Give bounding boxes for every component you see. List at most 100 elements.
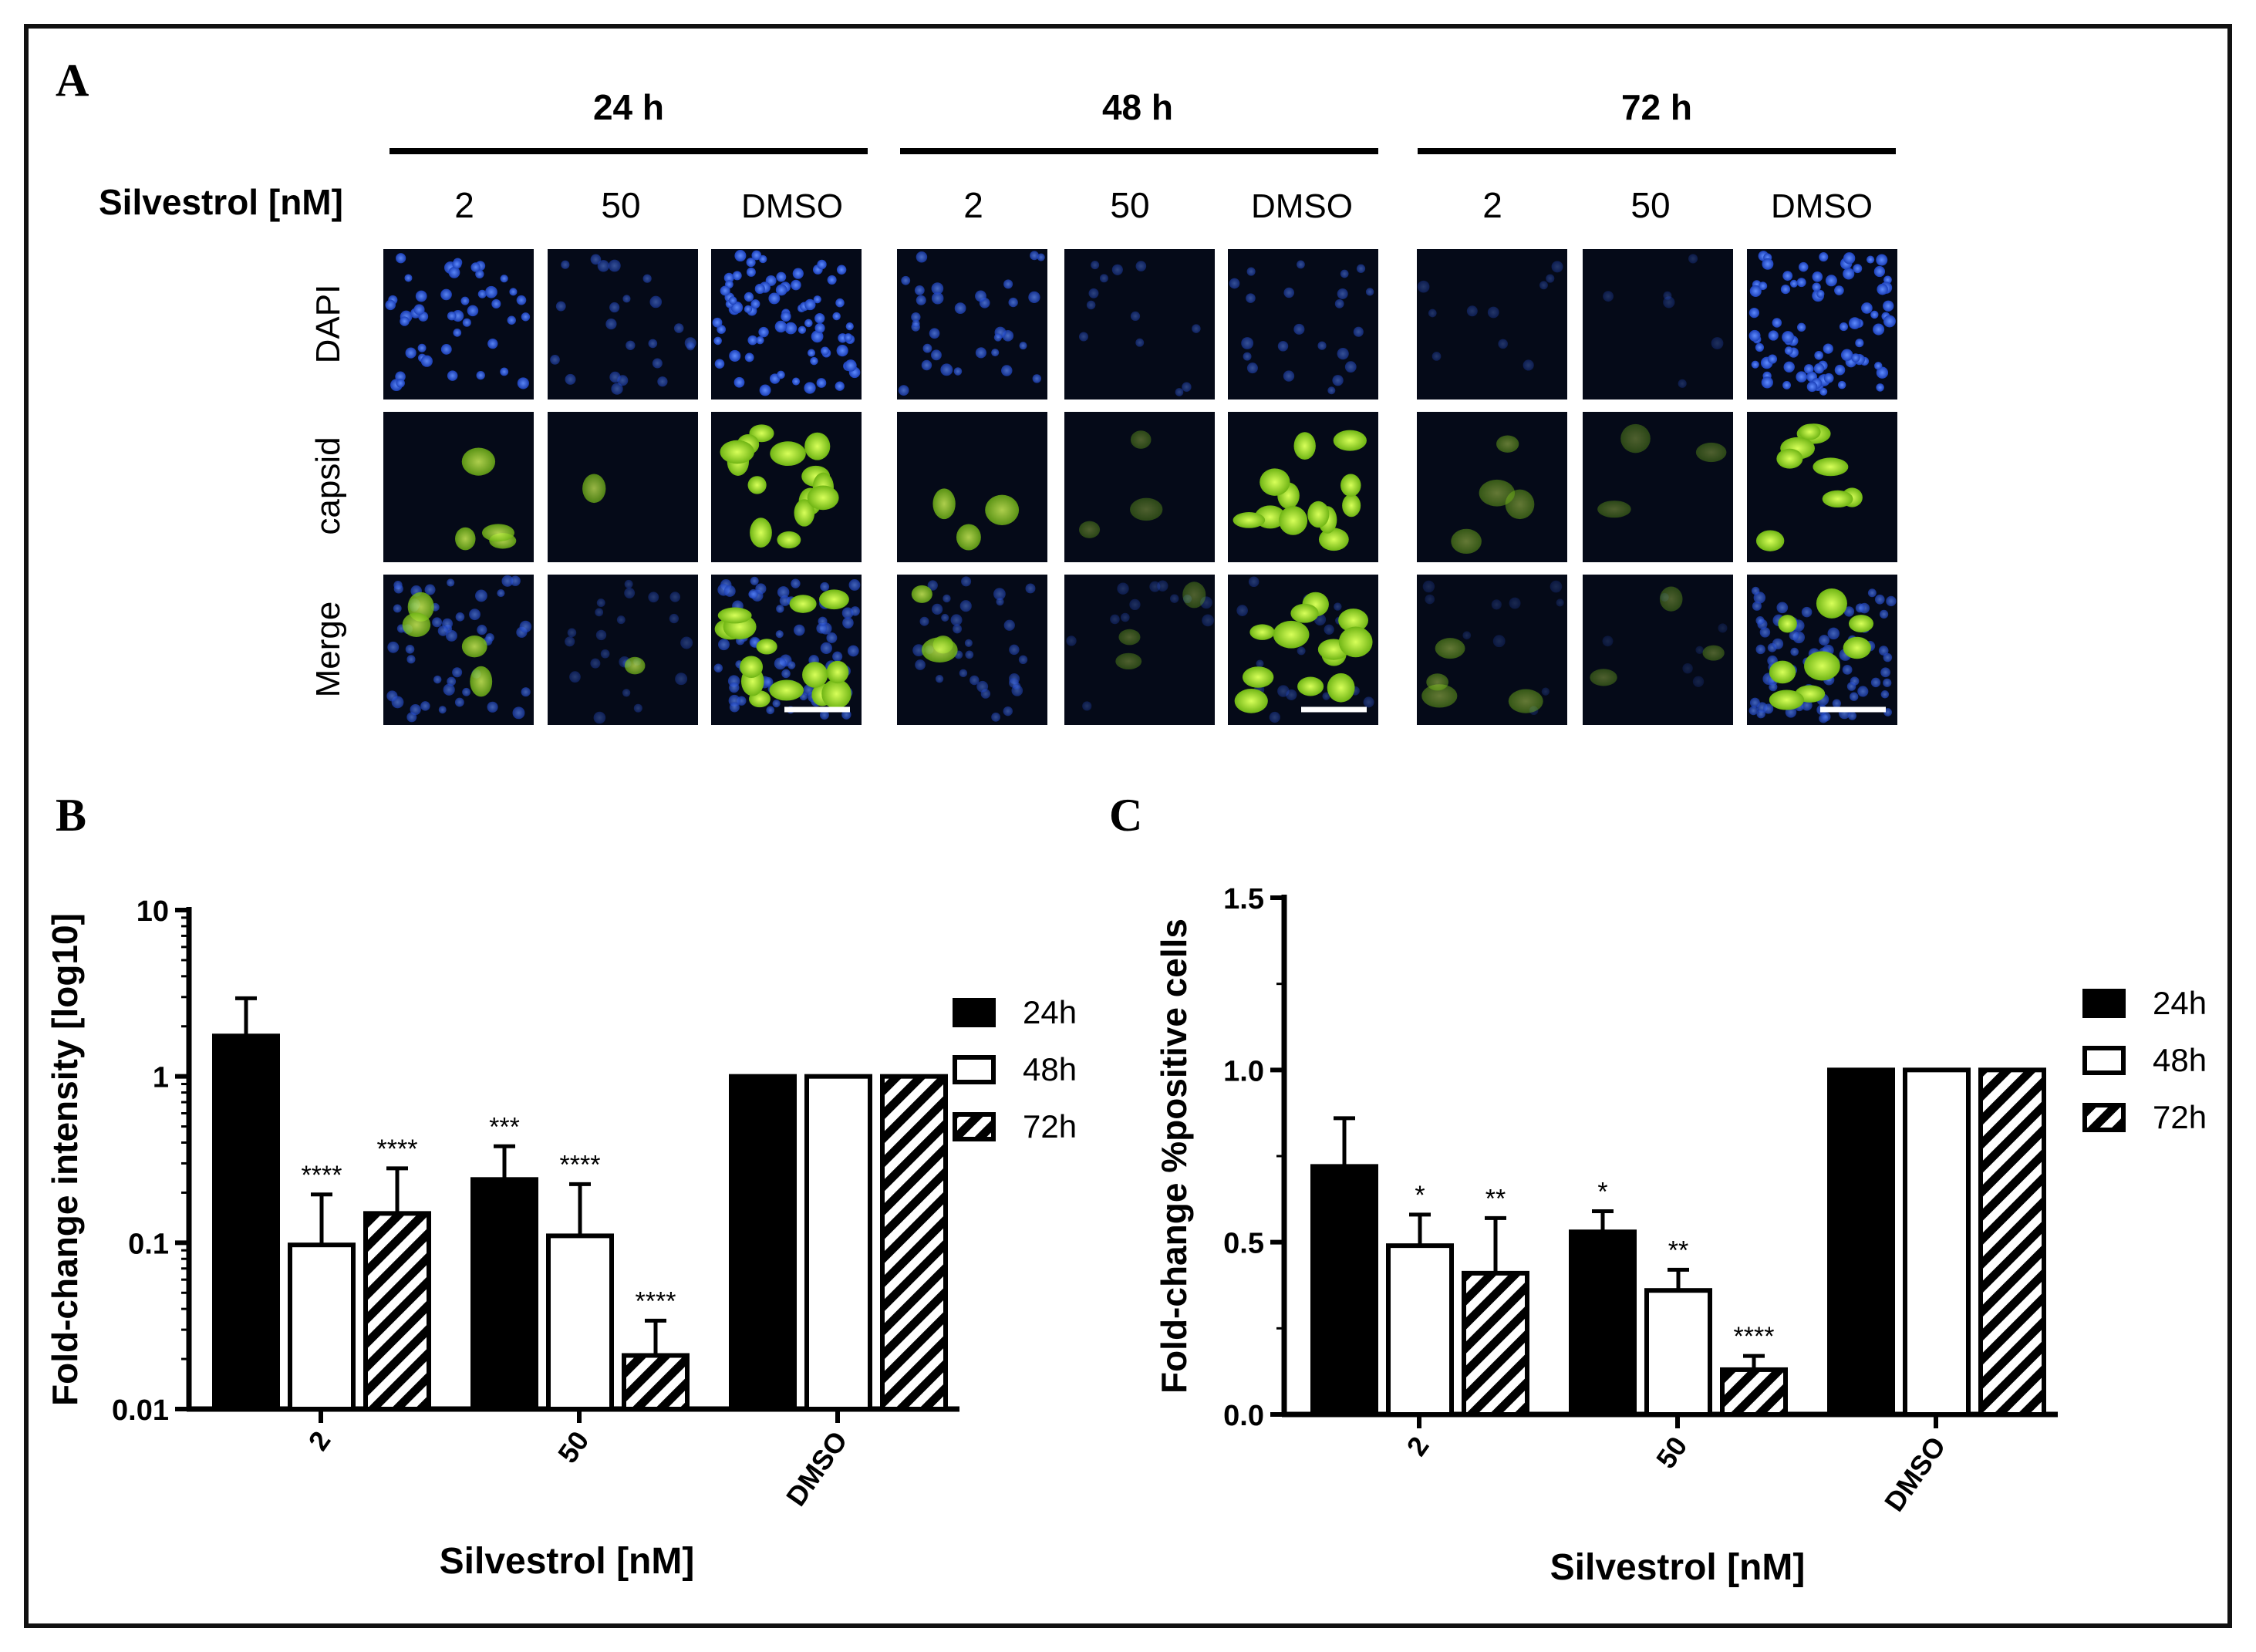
row-label-merge: Merge — [309, 602, 347, 698]
bar-24h-dmso — [729, 1074, 797, 1411]
micrograph-capsid — [383, 412, 534, 562]
micrograph-dapi — [1064, 249, 1215, 400]
micrograph-merge — [383, 575, 534, 725]
x-tick-label: 2 — [1400, 1431, 1435, 1462]
legend-swatch-48h — [2082, 1046, 2126, 1075]
micrograph-capsid — [711, 412, 862, 562]
micrograph-capsid — [1064, 412, 1215, 562]
conc-48h-50: 50 — [1110, 185, 1149, 225]
y-tick-label: 1 — [153, 1062, 169, 1094]
micrograph-dapi — [1583, 249, 1733, 400]
panel-c-letter: C — [1109, 790, 1142, 841]
x-tick-label: 50 — [551, 1425, 595, 1468]
y-tick-label: 0.0 — [1223, 1400, 1264, 1432]
legend-label-24h: 24h — [1023, 994, 1077, 1030]
bar-48h-50 — [1644, 1288, 1712, 1417]
micrograph-merge — [711, 575, 862, 725]
time-group-72h: 72 h 2 50 DMSO — [1418, 87, 1896, 225]
bar-72h-dmso — [880, 1074, 948, 1411]
legend-label-72h: 72h — [2153, 1099, 2207, 1135]
bar-48h-dmso — [804, 1074, 872, 1411]
legend: 24h 48h 72h — [953, 994, 1077, 1145]
bar-24h-2 — [1310, 1164, 1378, 1418]
significance-label: **** — [1734, 1322, 1775, 1351]
micrograph-merge — [1747, 575, 1897, 725]
time-label-48h: 48 h — [1102, 87, 1173, 127]
bar-72h-2 — [363, 1211, 431, 1411]
legend-label-48h: 48h — [2153, 1042, 2207, 1078]
micrograph-dapi — [1417, 249, 1567, 400]
conc-72h-2: 2 — [1482, 185, 1502, 225]
micrograph-dapi — [548, 249, 698, 400]
legend-swatch-48h — [953, 1055, 996, 1084]
conc-48h-dmso: DMSO — [1251, 187, 1353, 225]
micrograph-merge — [1583, 575, 1733, 725]
bar-72h-50 — [1720, 1367, 1788, 1418]
legend: 24h 48h 72h — [2082, 985, 2207, 1135]
conc-24h-2: 2 — [454, 185, 474, 225]
bar-48h-50 — [546, 1233, 614, 1411]
y-tick-label: 10 — [137, 895, 169, 928]
micrograph-grid — [383, 249, 1897, 725]
significance-label: **** — [560, 1150, 601, 1179]
bar-48h-dmso — [1903, 1067, 1971, 1418]
legend-swatch-24h — [2082, 989, 2126, 1018]
x-tick-label: DMSO — [1878, 1431, 1952, 1517]
panel-a-letter: A — [56, 55, 89, 106]
micrograph-dapi — [1747, 249, 1897, 400]
micrograph-merge — [897, 575, 1047, 725]
time-group-48h: 48 h 2 50 DMSO — [900, 87, 1378, 225]
x-tick-label: 50 — [1650, 1431, 1694, 1474]
y-axis-title: Fold-change %positive cells — [1154, 919, 1194, 1394]
significance-label: **** — [377, 1134, 418, 1164]
significance-label: ** — [1668, 1236, 1688, 1265]
row-label-capsid: capsid — [309, 437, 347, 534]
bar-24h-50 — [470, 1177, 538, 1412]
bar-48h-2 — [288, 1242, 356, 1412]
conc-72h-dmso: DMSO — [1771, 187, 1873, 225]
time-label-72h: 72 h — [1621, 87, 1692, 127]
legend-swatch-24h — [953, 998, 996, 1027]
figure-border — [24, 24, 2232, 1628]
significance-label: **** — [302, 1161, 342, 1190]
bar-72h-dmso — [1978, 1067, 2046, 1418]
panel-b-letter: B — [56, 790, 86, 841]
bar-24h-2 — [212, 1033, 280, 1411]
significance-label: * — [1597, 1177, 1607, 1206]
bar-72h-50 — [622, 1353, 690, 1412]
micrograph-capsid — [1417, 412, 1567, 562]
x-axis-title: Silvestrol [nM] — [1550, 1547, 1806, 1588]
micrograph-capsid — [548, 412, 698, 562]
row-label-dapi: DAPI — [309, 285, 347, 364]
y-tick-label: 1.5 — [1223, 883, 1264, 915]
significance-label: **** — [636, 1286, 676, 1316]
legend-swatch-72h — [2082, 1103, 2126, 1132]
silvestrol-condition-label: Silvestrol [nM] — [99, 182, 343, 222]
micrograph-dapi — [897, 249, 1047, 400]
x-tick-label: 2 — [302, 1425, 336, 1456]
y-tick-label: 1.0 — [1223, 1055, 1264, 1087]
bar-72h-2 — [1462, 1270, 1529, 1418]
significance-label: *** — [489, 1112, 520, 1141]
micrograph-merge — [1417, 575, 1567, 725]
conc-24h-50: 50 — [601, 185, 640, 225]
micrograph-capsid — [1583, 412, 1733, 562]
x-axis-title: Silvestrol [nM] — [440, 1541, 695, 1582]
micrograph-dapi — [383, 249, 534, 400]
legend-label-72h: 72h — [1023, 1108, 1077, 1145]
legend-label-48h: 48h — [1023, 1051, 1077, 1087]
micrograph-merge — [548, 575, 698, 725]
micrograph-dapi — [1228, 249, 1378, 400]
legend-label-24h: 24h — [2153, 985, 2207, 1021]
y-tick-label: 0.5 — [1223, 1228, 1264, 1260]
bar-48h-2 — [1386, 1243, 1454, 1417]
panel-a: A Silvestrol [nM] 24 h 2 50 DMSO 48 h 2 … — [56, 55, 1897, 725]
micrograph-merge — [1228, 575, 1378, 725]
time-label-24h: 24 h — [593, 87, 664, 127]
significance-label: * — [1415, 1181, 1425, 1210]
bar-24h-dmso — [1827, 1067, 1895, 1418]
y-axis-title: Fold-change intensity [log10] — [45, 913, 85, 1406]
significance-label: ** — [1485, 1184, 1506, 1213]
